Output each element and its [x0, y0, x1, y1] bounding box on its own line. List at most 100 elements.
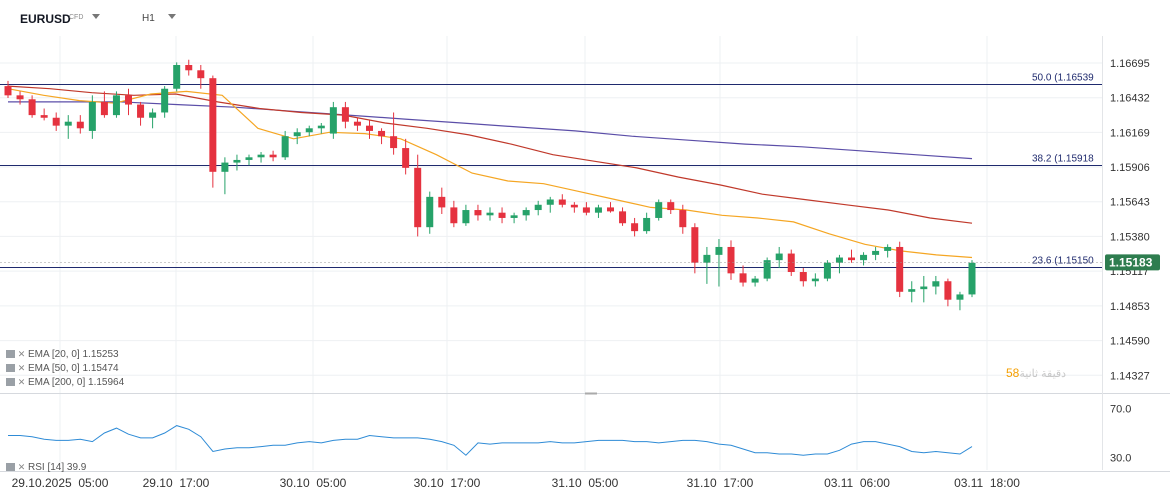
countdown-minutes: 58: [1006, 366, 1020, 380]
candle-body: [438, 196, 446, 208]
candle-body: [751, 278, 759, 283]
close-icon[interactable]: ✕: [17, 363, 26, 373]
candle-body: [739, 273, 747, 283]
candle-body: [703, 254, 711, 263]
candle-body: [944, 281, 952, 300]
candle-body: [570, 204, 578, 208]
candle-body: [293, 132, 301, 137]
time-axis-label: 31.10 17:00: [687, 476, 754, 490]
candle-body: [956, 294, 964, 300]
candle-body: [619, 211, 627, 224]
candle-body: [775, 253, 783, 261]
candle-body: [655, 202, 663, 218]
candle-body: [378, 130, 386, 137]
candle-body: [112, 95, 120, 116]
price-tick-label: 1.15380: [1110, 231, 1150, 243]
candle-body: [197, 70, 205, 79]
symbol-type-badge: CFD: [69, 14, 84, 21]
candle-body: [848, 257, 855, 261]
candle-body: [787, 253, 795, 273]
candle-body: [4, 86, 12, 96]
candle-body: [366, 125, 373, 131]
price-tick-label: 1.15643: [1110, 197, 1150, 209]
candle-body: [534, 204, 542, 211]
timeframe-selector[interactable]: H1: [142, 13, 155, 24]
candle-body: [257, 154, 265, 158]
candle-body: [390, 136, 398, 149]
candle-body: [896, 246, 904, 292]
candle-body: [474, 210, 482, 216]
candle-body: [860, 254, 868, 261]
rsi-level-label: 30.0: [1110, 453, 1131, 465]
close-icon[interactable]: ✕: [17, 462, 26, 472]
time-axis-label: 29.10 17:00: [143, 476, 210, 490]
price-tick-label: 1.14327: [1110, 370, 1150, 382]
legend-ema50: ✕ EMA [50, 0] 1.15474: [6, 362, 119, 374]
time-axis-label: 03.11 18:00: [954, 476, 1020, 490]
ema20-line: [7, 88, 973, 259]
countdown-text: دقيقة ثانية: [1019, 368, 1067, 380]
candle-body: [631, 223, 639, 232]
settings-icon[interactable]: [6, 463, 15, 471]
rsi-level-label: 70.0: [1110, 403, 1131, 415]
candle-body: [426, 196, 434, 228]
candle-body: [100, 101, 108, 116]
candle-body: [173, 65, 181, 89]
candle-body: [823, 262, 831, 279]
candle-body: [305, 128, 313, 133]
candle-body: [884, 246, 892, 251]
legend-ema20-label: EMA [20, 0] 1.15253: [28, 349, 119, 360]
settings-icon[interactable]: [6, 378, 15, 386]
candle-body: [908, 289, 916, 292]
candle-body: [522, 210, 530, 216]
candle-body: [932, 281, 940, 287]
candle-body: [727, 246, 735, 274]
candle-body: [64, 121, 72, 126]
candle-body: [691, 227, 699, 263]
legend-rsi: ✕ RSI [14] 39.9: [6, 461, 86, 473]
candle-body: [607, 207, 614, 212]
close-icon[interactable]: ✕: [17, 349, 26, 359]
candle-body: [582, 207, 590, 213]
time-axis-label: 30.10 05:00: [280, 476, 347, 490]
candle-body: [353, 121, 361, 126]
candle-body: [28, 99, 36, 116]
settings-icon[interactable]: [6, 350, 15, 358]
price-tick-label: 1.16695: [1110, 58, 1150, 70]
candle-body: [329, 107, 337, 134]
candle-body: [161, 88, 169, 113]
price-tick-label: 1.16169: [1110, 127, 1150, 139]
current-price-badge: [1105, 254, 1160, 271]
price-tick-label: 1.14590: [1110, 336, 1150, 348]
candle-body: [233, 159, 241, 163]
settings-icon[interactable]: [6, 364, 15, 372]
candle-body: [76, 121, 84, 129]
price-tick-label: 1.15906: [1110, 162, 1150, 174]
fib-level-label: 50.0 (1.16539: [1032, 73, 1094, 84]
legend-ema200-label: EMA [200, 0] 1.15964: [28, 377, 125, 388]
legend-ema20: ✕ EMA [20, 0] 1.15253: [6, 348, 119, 360]
ema50-line: [7, 85, 973, 224]
candle-body: [341, 107, 349, 122]
timeframe-dropdown-chevron-icon[interactable]: [168, 14, 176, 19]
time-axis-label: 03.11 06:00: [824, 476, 890, 490]
symbol-dropdown-chevron-icon[interactable]: [92, 14, 100, 19]
candle-body: [16, 95, 24, 100]
price-tick-label: 1.16432: [1110, 93, 1150, 105]
close-icon[interactable]: ✕: [17, 377, 26, 387]
candle-body: [137, 104, 145, 118]
ema200-line: [8, 101, 973, 160]
time-axis-label: 31.10 05:00: [552, 476, 619, 490]
candle-body: [486, 212, 494, 216]
candle-body: [281, 136, 289, 158]
candle-body: [872, 250, 880, 255]
symbol-name[interactable]: EURUSD: [20, 12, 71, 26]
candle-countdown: 58دقيقة ثانية: [1006, 366, 1066, 380]
legend-ema200: ✕ EMA [200, 0] 1.15964: [6, 376, 124, 388]
candle-body: [245, 157, 253, 160]
candle-body: [643, 217, 651, 232]
candle-body: [594, 207, 602, 213]
candle-body: [402, 148, 410, 168]
candle-body: [811, 278, 819, 282]
